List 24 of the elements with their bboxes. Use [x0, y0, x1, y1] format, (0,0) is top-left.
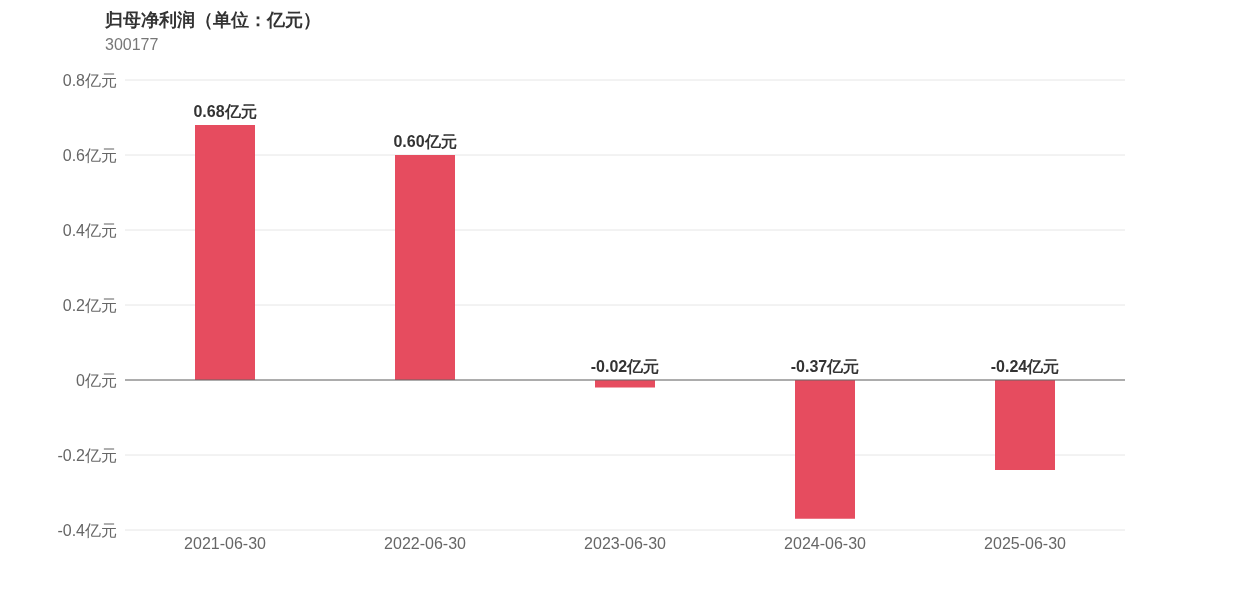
- bar: [995, 380, 1055, 470]
- data-label: 0.68亿元: [193, 103, 257, 120]
- bar: [395, 155, 455, 380]
- y-tick-label: 0.4亿元: [62, 221, 117, 239]
- y-tick-label: -0.2亿元: [57, 446, 117, 464]
- x-tick-label: 2025-06-30: [984, 535, 1067, 553]
- x-tick-label: 2024-06-30: [784, 535, 867, 553]
- chart-subtitle: 300177: [105, 36, 159, 54]
- data-label: 0.60亿元: [393, 133, 457, 150]
- y-tick-label: 0.2亿元: [62, 296, 117, 314]
- chart-title: 归母净利润（单位：亿元）: [105, 9, 321, 32]
- data-label: -0.02亿元: [590, 358, 660, 375]
- bar: [795, 380, 855, 519]
- data-label: -0.37亿元: [790, 358, 860, 375]
- y-tick-label: 0.8亿元: [62, 71, 117, 89]
- y-tick-label: 0亿元: [76, 371, 117, 389]
- y-tick-label: -0.4亿元: [57, 521, 117, 539]
- bar: [595, 380, 655, 388]
- data-label: -0.24亿元: [990, 358, 1060, 375]
- x-tick-label: 2022-06-30: [384, 535, 467, 553]
- x-tick-label: 2021-06-30: [184, 535, 267, 553]
- y-tick-label: 0.6亿元: [62, 146, 117, 164]
- x-tick-label: 2023-06-30: [584, 535, 667, 553]
- bar: [195, 125, 255, 380]
